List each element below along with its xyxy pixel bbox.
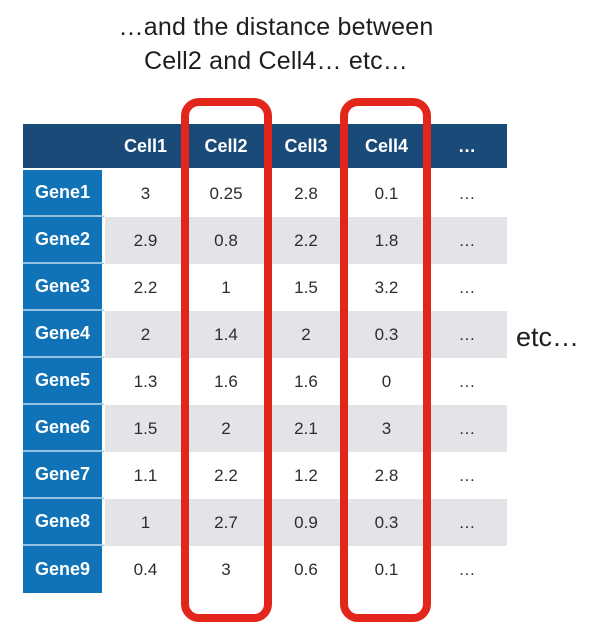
data-cell-r5-c4: 0 (346, 358, 427, 405)
data-cell-r7-c2: 2.2 (186, 452, 266, 499)
slide-title-line2: Cell2 and Cell4… etc… (143, 47, 409, 75)
slide-title-line1: …and the distance between (118, 13, 434, 41)
data-cell-r9-c4: 0.1 (346, 546, 427, 593)
row-header-gene6: Gene6 (23, 405, 105, 452)
data-cell-r4-c4: 0.3 (346, 311, 427, 358)
data-cell-r7-c3: 1.2 (266, 452, 346, 499)
data-cell-r8-c5: … (427, 499, 507, 546)
data-cell-r2-c1: 2.9 (105, 217, 186, 264)
data-cell-r9-c2: 3 (186, 546, 266, 593)
data-cell-r5-c3: 1.6 (266, 358, 346, 405)
row-header-gene5: Gene5 (23, 358, 105, 405)
data-cell-r8-c4: 0.3 (346, 499, 427, 546)
data-cell-r9-c5: … (427, 546, 507, 593)
data-cell-r5-c2: 1.6 (186, 358, 266, 405)
row-header-gene8: Gene8 (23, 499, 105, 546)
row-header-gene2: Gene2 (23, 217, 105, 264)
data-cell-r1-c3: 2.8 (266, 170, 346, 217)
data-cell-r8-c3: 0.9 (266, 499, 346, 546)
data-cell-r6-c2: 2 (186, 405, 266, 452)
data-cell-r3-c2: 1 (186, 264, 266, 311)
distance-table: Cell1 Cell2 Cell3 Cell4… Gene1 3 0.25 2.8 0.1… Ge… (23, 124, 507, 593)
data-cell-r6-c4: 3 (346, 405, 427, 452)
data-cell-r9-c3: 0.6 (266, 546, 346, 593)
data-cell-r1-c5: … (427, 170, 507, 217)
data-cell-r4-c2: 1.4 (186, 311, 266, 358)
data-cell-r3-c1: 2.2 (105, 264, 186, 311)
data-cell-r1-c4: 0.1 (346, 170, 427, 217)
data-cell-r8-c1: 1 (105, 499, 186, 546)
data-cell-r2-c2: 0.8 (186, 217, 266, 264)
column-header-2: Cell2 (186, 124, 266, 170)
data-cell-r5-c5: … (427, 358, 507, 405)
column-header-1: Cell1 (105, 124, 186, 170)
data-cell-r4-c1: 2 (105, 311, 186, 358)
data-cell-r6-c3: 2.1 (266, 405, 346, 452)
column-header-3: Cell3 (266, 124, 346, 170)
row-header-gene1: Gene1 (23, 170, 105, 217)
data-cell-r6-c5: … (427, 405, 507, 452)
data-cell-r7-c5: … (427, 452, 507, 499)
row-header-gene4: Gene4 (23, 311, 105, 358)
column-header-5: … (427, 124, 507, 170)
data-cell-r3-c5: … (427, 264, 507, 311)
data-cell-r3-c3: 1.5 (266, 264, 346, 311)
table-corner-cell (23, 124, 105, 170)
row-header-gene7: Gene7 (23, 452, 105, 499)
data-cell-r2-c4: 1.8 (346, 217, 427, 264)
row-header-gene9: Gene9 (23, 546, 105, 593)
data-cell-r2-c3: 2.2 (266, 217, 346, 264)
data-cell-r6-c1: 1.5 (105, 405, 186, 452)
data-cell-r4-c5: … (427, 311, 507, 358)
column-header-4: Cell4 (346, 124, 427, 170)
data-cell-r9-c1: 0.4 (105, 546, 186, 593)
data-cell-r2-c5: … (427, 217, 507, 264)
data-cell-r4-c3: 2 (266, 311, 346, 358)
data-cell-r3-c4: 3.2 (346, 264, 427, 311)
data-cell-r8-c2: 2.7 (186, 499, 266, 546)
data-cell-r1-c1: 3 (105, 170, 186, 217)
data-cell-r5-c1: 1.3 (105, 358, 186, 405)
data-cell-r1-c2: 0.25 (186, 170, 266, 217)
row-header-gene3: Gene3 (23, 264, 105, 311)
data-cell-r7-c1: 1.1 (105, 452, 186, 499)
data-cell-r7-c4: 2.8 (346, 452, 427, 499)
slide-title: …and the distance between Cell2 and Cell… (0, 10, 552, 78)
side-note-etc: etc… (516, 322, 580, 352)
